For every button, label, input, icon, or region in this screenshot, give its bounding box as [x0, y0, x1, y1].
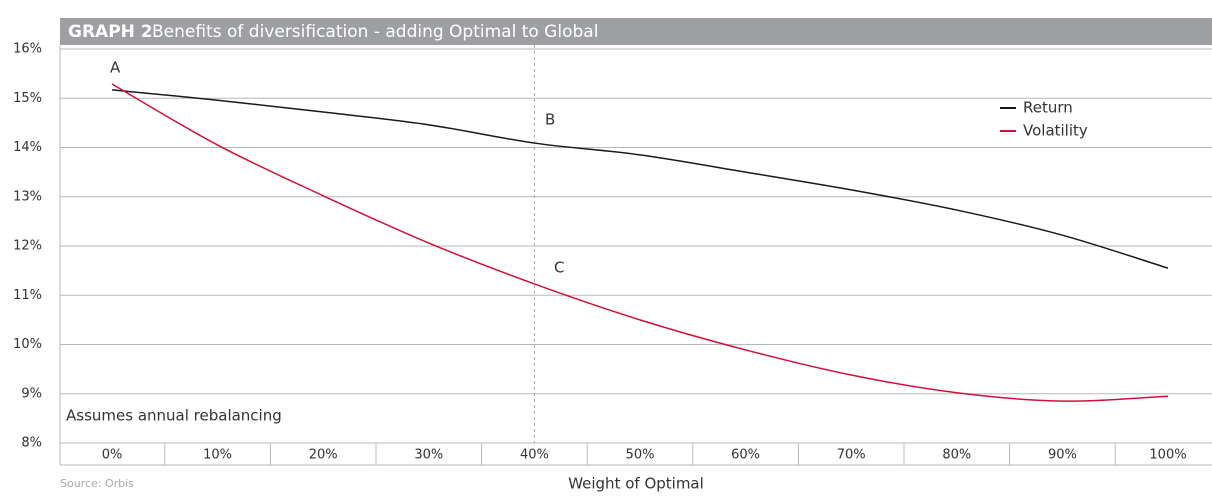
series-line — [111, 83, 1169, 402]
y-tick-label: 11% — [13, 288, 42, 303]
annotation: B — [545, 111, 555, 129]
legend-label: Return — [1023, 99, 1073, 117]
y-tick-label: 8% — [21, 436, 42, 451]
y-tick-label: 10% — [13, 337, 42, 352]
y-tick-label: 15% — [13, 91, 42, 106]
x-tick-label: 90% — [1048, 448, 1077, 463]
x-tick-label: 100% — [1149, 448, 1186, 463]
y-tick-label: 14% — [13, 140, 42, 155]
y-tick-label: 12% — [13, 239, 42, 254]
x-tick-label: 60% — [731, 448, 760, 463]
x-tick-label: 30% — [414, 448, 443, 463]
y-tick-label: 9% — [21, 386, 42, 401]
chart-title: Benefits of diversification - adding Opt… — [152, 22, 598, 42]
y-tick-label: 13% — [13, 189, 42, 204]
x-axis-label: Weight of Optimal — [568, 475, 704, 493]
title-label: GRAPH 2 — [68, 22, 153, 42]
title-bar — [60, 18, 1212, 45]
annotation: A — [110, 59, 121, 77]
x-tick-label: 70% — [837, 448, 866, 463]
x-tick-label: 10% — [203, 448, 232, 463]
x-tick-label: 40% — [520, 448, 549, 463]
x-tick-label: 80% — [942, 448, 971, 463]
x-tick-label: 20% — [309, 448, 338, 463]
series-line — [111, 89, 1169, 269]
note: Assumes annual rebalancing — [66, 407, 282, 425]
y-tick-label: 16% — [13, 42, 42, 57]
legend-label: Volatility — [1023, 122, 1088, 140]
annotation: C — [554, 259, 564, 277]
x-tick-label: 50% — [626, 448, 655, 463]
x-tick-label: 0% — [102, 448, 123, 463]
source: Source: Orbis — [60, 477, 134, 490]
